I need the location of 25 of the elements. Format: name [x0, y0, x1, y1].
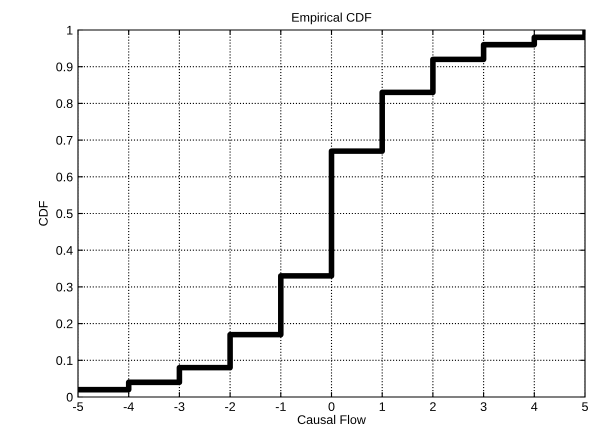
x-tick-label: 5	[582, 402, 588, 412]
y-tick-label: 0.6	[56, 172, 73, 182]
y-tick-label: 0.3	[56, 282, 73, 292]
x-tick-label: -4	[124, 402, 134, 411]
y-tick-label: 0.2	[56, 319, 73, 328]
x-tick-label: -5	[73, 402, 84, 412]
y-tick-label: 0.9	[56, 62, 73, 72]
y-tick-label: 0.1	[56, 356, 73, 365]
y-tick-label: 1	[67, 26, 73, 35]
y-axis-title: CDF	[38, 201, 48, 226]
x-tick-label: 2	[430, 402, 436, 411]
y-tick-label: 0.5	[56, 209, 73, 218]
y-tick-label: 0.7	[56, 136, 73, 145]
x-tick-label: -2	[225, 402, 236, 411]
y-tick-label: 0	[66, 392, 73, 402]
x-tick-label: 4	[531, 402, 538, 411]
chart-title: Empirical CDF	[292, 12, 372, 24]
x-axis-title: Causal Flow	[298, 414, 366, 424]
x-tick-label: 1	[380, 402, 386, 411]
x-tick-label: 3	[480, 402, 487, 412]
y-tick-label: 0.8	[56, 99, 73, 108]
x-tick-label: 0	[328, 402, 334, 412]
y-tick-label: 0.4	[56, 246, 73, 255]
x-tick-label: -3	[174, 402, 184, 412]
x-tick-label: -1	[276, 402, 286, 411]
